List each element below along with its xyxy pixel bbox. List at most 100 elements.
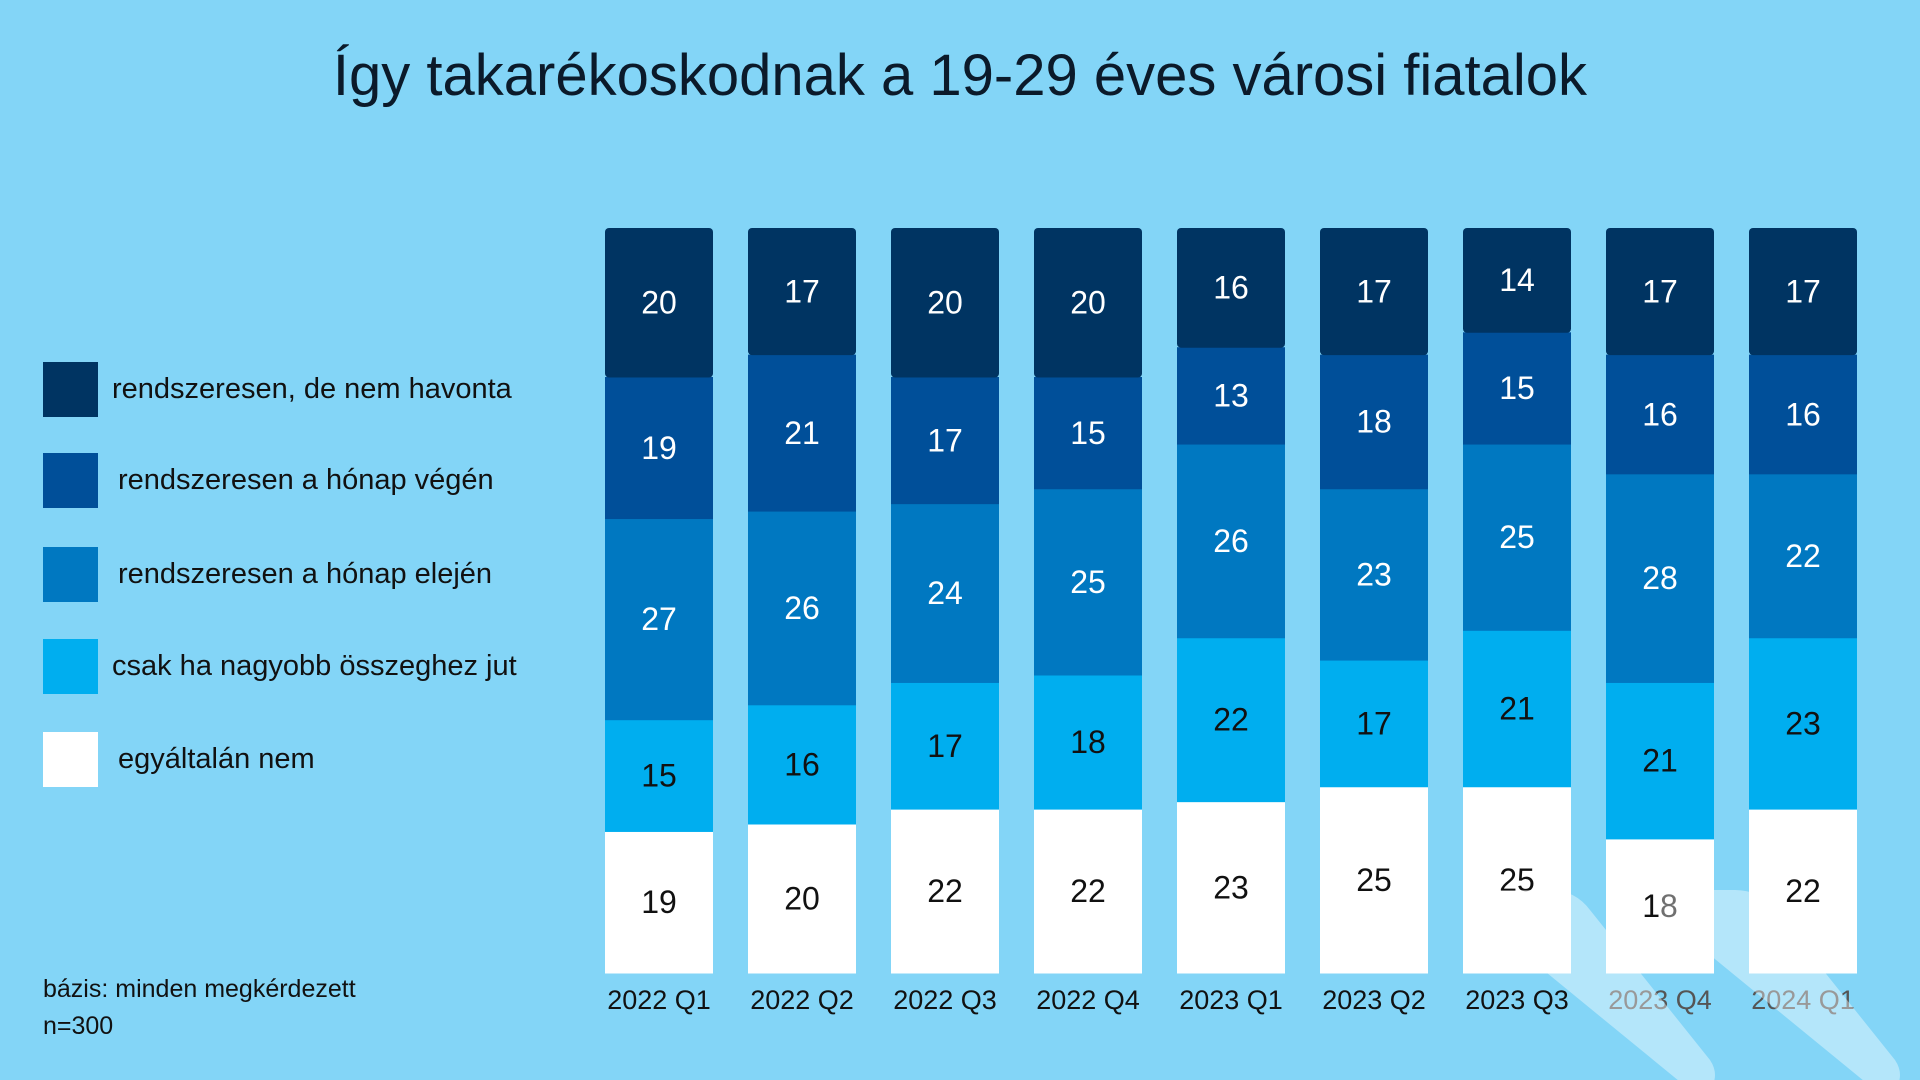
bar-segment <box>1177 444 1285 639</box>
bar-segment <box>891 503 999 683</box>
bar-segment <box>1034 228 1142 378</box>
data-label: 18 <box>1070 724 1106 760</box>
bar-segment <box>605 518 713 721</box>
bar-segment <box>1463 228 1571 333</box>
bar-segment <box>1606 354 1714 475</box>
bar-segment <box>748 704 856 825</box>
data-label: 16 <box>784 746 820 782</box>
bar-segment <box>605 377 713 520</box>
bar-segment <box>891 809 999 974</box>
data-label: 26 <box>784 590 820 626</box>
bar-segment <box>1320 660 1428 788</box>
data-label: 23 <box>1213 869 1249 905</box>
bar-segment <box>1463 786 1571 974</box>
data-label: 23 <box>1785 705 1821 741</box>
x-tick-label: 2023 Q3 <box>1465 985 1569 1015</box>
data-label: 19 <box>641 884 677 920</box>
bar-segment <box>891 682 999 810</box>
data-label: 19 <box>641 430 677 466</box>
legend-swatch <box>43 732 98 787</box>
data-label: 26 <box>1213 523 1249 559</box>
bar-segment <box>1177 637 1285 803</box>
data-label: 13 <box>1213 378 1249 414</box>
chevron-decoration-icon <box>1470 890 1715 1080</box>
bar-segment <box>1034 377 1142 490</box>
data-label: 22 <box>1213 702 1249 738</box>
data-label: 21 <box>1499 691 1535 727</box>
bar-segment <box>1463 444 1571 631</box>
legend-label: rendszeresen, de nem havonta <box>112 373 512 405</box>
x-tick-label: 2024 Q1 <box>1751 985 1855 1015</box>
bar-segment <box>748 354 856 512</box>
data-label: 17 <box>927 422 963 458</box>
x-tick-label: 2022 Q3 <box>893 985 997 1015</box>
data-label: 27 <box>641 601 677 637</box>
bar-segment <box>1320 228 1428 356</box>
legend-swatch <box>43 639 98 694</box>
data-label: 20 <box>784 881 820 917</box>
data-label: 21 <box>784 415 820 451</box>
data-label: 16 <box>1213 270 1249 306</box>
bar-segment <box>1463 332 1571 445</box>
data-label: 18 <box>1642 888 1678 924</box>
bar-segment <box>1034 488 1142 676</box>
legend-item-not-at-all: egyáltalán nem <box>43 732 315 787</box>
chevron-decoration-icon <box>1655 890 1900 1080</box>
footnote-base: bázis: minden megkérdezett <box>43 975 356 1003</box>
legend-label: egyáltalán nem <box>118 743 315 775</box>
bar-segment <box>605 719 713 832</box>
bar-segment <box>1320 488 1428 661</box>
legend-swatch <box>43 362 98 417</box>
legend-label: rendszeresen a hónap elején <box>118 558 493 590</box>
data-label: 18 <box>1356 404 1392 440</box>
x-tick-label: 2022 Q4 <box>1036 985 1140 1015</box>
bar-segment <box>605 228 713 378</box>
bar-segment <box>1749 809 1857 974</box>
bar-segment <box>1749 228 1857 356</box>
bar-segment <box>748 824 856 974</box>
data-label: 15 <box>1070 415 1106 451</box>
legend-item-month-start: rendszeresen a hónap elején <box>43 547 492 602</box>
footnote-n: n=300 <box>43 1012 114 1040</box>
data-label: 20 <box>927 285 963 321</box>
legend-label: csak ha nagyobb összeghez jut <box>112 650 517 682</box>
legend-item-month-end: rendszeresen a hónap végén <box>43 453 494 508</box>
bar-segment <box>1034 809 1142 974</box>
data-label: 28 <box>1642 560 1678 596</box>
data-label: 22 <box>927 873 963 909</box>
data-label: 25 <box>1499 519 1535 555</box>
data-label: 20 <box>641 285 677 321</box>
x-tick-label: 2023 Q2 <box>1322 985 1426 1015</box>
data-label: 22 <box>1070 873 1106 909</box>
bar-segment <box>891 377 999 505</box>
data-label: 17 <box>1642 273 1678 309</box>
bar-segment <box>1320 354 1428 490</box>
data-label: 21 <box>1642 743 1678 779</box>
data-label: 25 <box>1499 862 1535 898</box>
bar-segment <box>605 831 713 974</box>
legend-swatch <box>43 453 98 508</box>
bar-segment <box>1034 675 1142 810</box>
bar-segment <box>1606 228 1714 356</box>
bar-segment <box>1606 682 1714 840</box>
x-tick-label: 2023 Q1 <box>1179 985 1283 1015</box>
bar-segment <box>1749 637 1857 810</box>
bar-segment <box>1177 801 1285 974</box>
legend-item-larger-sum: csak ha nagyobb összeghez jut <box>43 639 517 694</box>
data-label: 16 <box>1642 396 1678 432</box>
data-label: 17 <box>1356 705 1392 741</box>
bar-segment <box>1177 347 1285 445</box>
x-tick-label: 2023 Q4 <box>1608 985 1712 1015</box>
bar-segment <box>891 228 999 378</box>
data-label: 15 <box>641 758 677 794</box>
bar-segment <box>1749 473 1857 639</box>
bar-segment <box>748 511 856 706</box>
data-label: 17 <box>1785 273 1821 309</box>
bar-segment <box>1320 786 1428 974</box>
data-label: 23 <box>1356 556 1392 592</box>
chart-title: Így takarékoskodnak a 19-29 éves városi … <box>332 43 1588 108</box>
data-label: 14 <box>1499 262 1535 298</box>
bar-segment <box>1749 354 1857 475</box>
data-label: 17 <box>1356 273 1392 309</box>
